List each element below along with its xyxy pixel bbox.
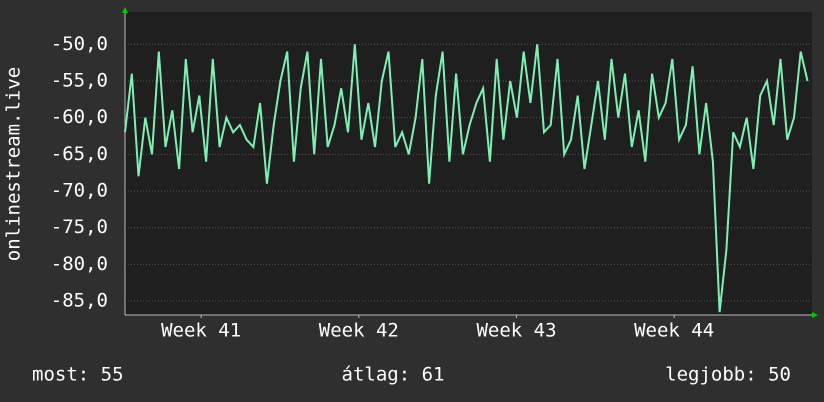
y-tick-label: -70,0 xyxy=(51,180,108,202)
y-axis-label: onlinestream.live xyxy=(3,67,25,261)
x-tick-label: Week 44 xyxy=(634,320,714,342)
y-arrow xyxy=(122,7,128,13)
y-tick-label: -80,0 xyxy=(51,253,108,275)
y-tick-label: -75,0 xyxy=(51,216,108,238)
y-tick-label: -60,0 xyxy=(51,106,108,128)
stat-average: átlag: 61 xyxy=(342,364,445,386)
x-tick-label: Week 41 xyxy=(161,320,241,342)
x-tick-label: Week 42 xyxy=(319,320,399,342)
y-tick-label: -55,0 xyxy=(51,69,108,91)
x-tick-label: Week 43 xyxy=(476,320,556,342)
stat-best: legjobb: 50 xyxy=(665,364,791,386)
plot-area xyxy=(125,12,812,315)
stat-current: most: 55 xyxy=(32,364,124,386)
y-tick-label: -85,0 xyxy=(51,290,108,312)
x-arrow xyxy=(812,312,818,318)
data-line xyxy=(124,44,809,313)
y-tick-label: -50,0 xyxy=(51,33,108,55)
y-tick-label: -65,0 xyxy=(51,143,108,165)
